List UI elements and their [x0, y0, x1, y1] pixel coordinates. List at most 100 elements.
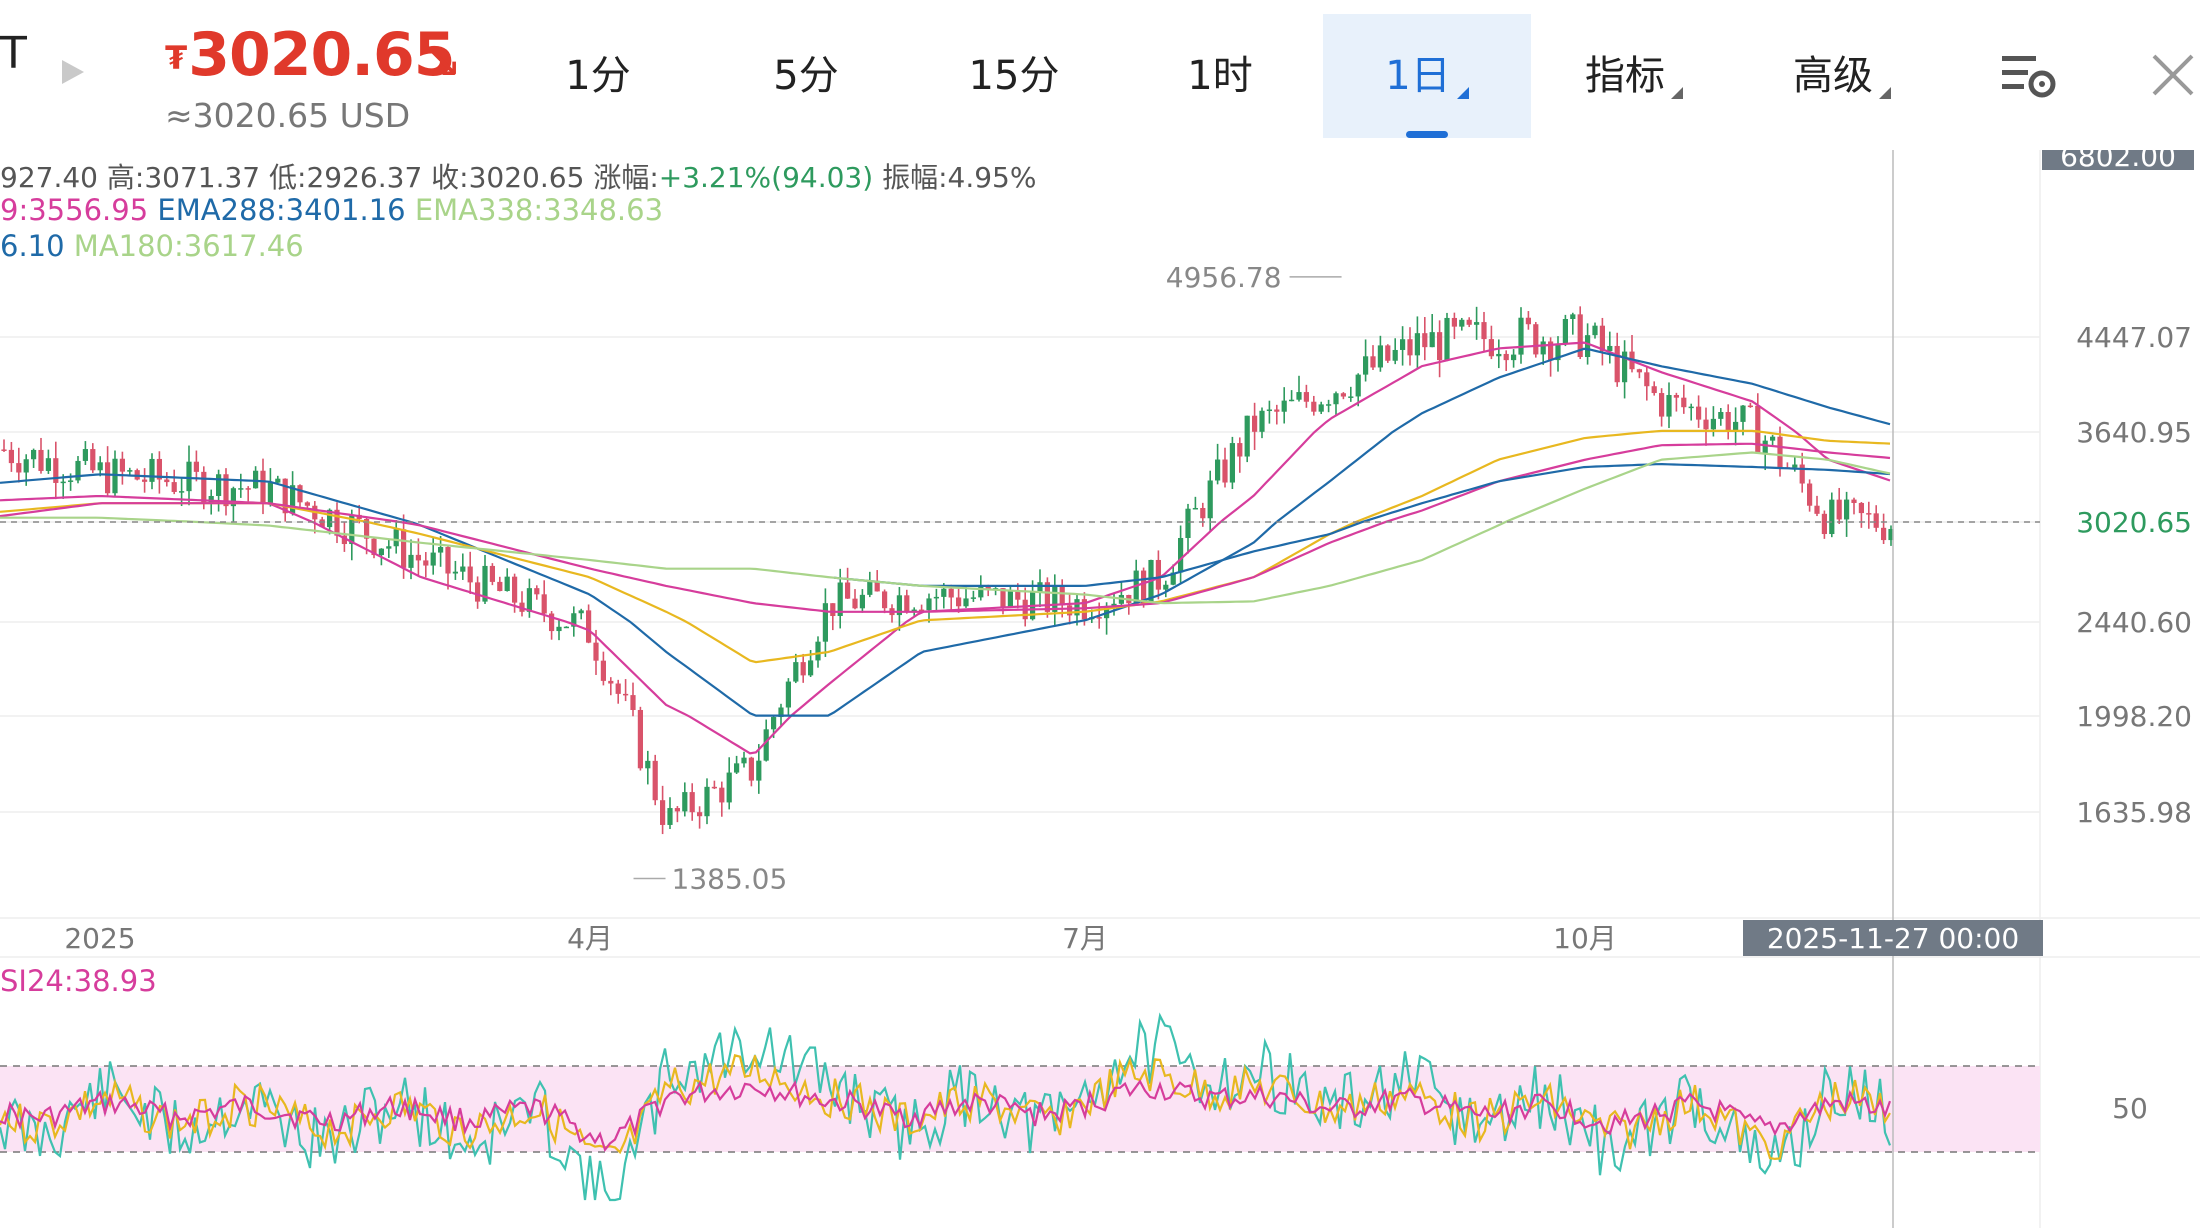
change-value: +3.21%(94.03) [658, 161, 874, 194]
candle-body [1740, 405, 1746, 422]
chart-settings-icon[interactable] [2000, 50, 2060, 106]
dropdown-corner-icon [1456, 87, 1469, 99]
candle-body [1451, 317, 1457, 327]
crosshair-date: 2025-11-27 00:00 [1767, 922, 2019, 955]
close-icon[interactable] [2150, 52, 2196, 102]
candle-body [1000, 588, 1006, 608]
candle-body [689, 792, 695, 813]
ma-line [0, 429, 1891, 664]
ma-line [0, 451, 1891, 605]
y-tick-label: 1635.98 [2076, 796, 2192, 829]
candle-body [1052, 585, 1058, 612]
candle-body [512, 576, 518, 603]
tab-1day[interactable]: 1日 [1323, 14, 1531, 138]
candle-body [1555, 343, 1561, 361]
rsi-line [0, 1079, 1892, 1153]
candle-body [1007, 590, 1013, 608]
candle-body [68, 480, 74, 482]
tab-15min[interactable]: 15分 [910, 14, 1118, 138]
candle-body [719, 787, 725, 803]
tab-indicators[interactable]: 指标 [1530, 14, 1738, 138]
rsi-tick-label: 50 [2112, 1092, 2148, 1125]
candle-body [1540, 341, 1546, 355]
candle-body [142, 479, 148, 482]
candlestick-chart[interactable]: 50 4956.78 1385.05 4447.07 3640.95 3020.65 24… [0, 150, 2200, 1228]
candle-body [45, 458, 51, 471]
candle-body [1444, 317, 1450, 361]
tab-advanced[interactable]: 高级 [1738, 14, 1946, 138]
candle-body [260, 470, 266, 503]
candle-body [1570, 314, 1576, 320]
candle-body [1488, 339, 1494, 357]
tab-label: 高级 [1793, 53, 1873, 99]
candle-body [1044, 582, 1050, 612]
candle-body [1747, 405, 1753, 408]
candle-body [186, 461, 192, 492]
candle-body [1718, 412, 1724, 419]
candle-body [1170, 572, 1176, 585]
play-icon[interactable] [62, 60, 84, 84]
candle-body [1185, 508, 1191, 538]
candle-body [1525, 317, 1531, 325]
candle-body [896, 595, 902, 616]
candle-body [445, 547, 451, 574]
candle-body [23, 459, 29, 473]
candle-body [1821, 513, 1827, 535]
candle-body [793, 662, 799, 682]
candle-body [1422, 333, 1428, 348]
candle-body [874, 581, 880, 592]
symbol-fragment: T [0, 28, 27, 79]
tab-label: 5分 [773, 53, 839, 99]
candle-body [1688, 406, 1694, 409]
tab-1hour[interactable]: 1时 [1116, 14, 1324, 138]
candle-body [1585, 335, 1591, 358]
candle-body [630, 695, 636, 710]
candle-body [1207, 480, 1213, 519]
ma-partial-label: 6.10 [0, 229, 65, 263]
candle-body [16, 463, 22, 473]
candle-body [164, 479, 170, 483]
candle-body [867, 581, 873, 595]
ma-line [0, 442, 1891, 613]
candle-body [1274, 409, 1280, 412]
candle-body [985, 586, 991, 589]
candle-body [452, 571, 458, 574]
high-value: 3071.37 [144, 161, 261, 194]
candle-body [1503, 353, 1509, 361]
candle-body [1333, 393, 1339, 405]
candle-body [1651, 386, 1657, 394]
usd-equivalent: ≈3020.65 USD [165, 96, 411, 135]
candle-body [1829, 499, 1835, 535]
candle-body [822, 603, 828, 642]
candle-body [193, 461, 199, 472]
candle-body [1659, 393, 1665, 417]
candle-body [482, 565, 488, 602]
ema338-label: EMA338:3348.63 [414, 193, 664, 227]
candle-body [615, 683, 621, 694]
rsi-line [0, 1012, 1892, 1202]
candle-body [334, 509, 340, 536]
candle-body [1681, 397, 1687, 408]
candle-body [1437, 332, 1443, 361]
candle-body [378, 548, 384, 556]
tab-label: 1时 [1187, 53, 1253, 99]
candle-body [645, 760, 651, 769]
candle-body [1096, 617, 1102, 619]
candle-body [1858, 502, 1864, 514]
tab-label: 15分 [968, 53, 1060, 99]
candle-body [763, 729, 769, 761]
tab-5min[interactable]: 5分 [702, 14, 910, 138]
candle-body [1644, 372, 1650, 387]
candle-body [808, 660, 814, 676]
candle-body [711, 786, 717, 789]
candle-body [467, 566, 473, 583]
candle-body [1792, 464, 1798, 468]
candle-body [1266, 409, 1272, 412]
candle-body [1215, 459, 1221, 481]
candle-body [1636, 369, 1642, 373]
tab-1min[interactable]: 1分 [494, 14, 702, 138]
candle-body [1762, 440, 1768, 454]
candle-body [1814, 505, 1820, 514]
candle-body [1259, 410, 1265, 432]
candle-body [1059, 585, 1065, 606]
